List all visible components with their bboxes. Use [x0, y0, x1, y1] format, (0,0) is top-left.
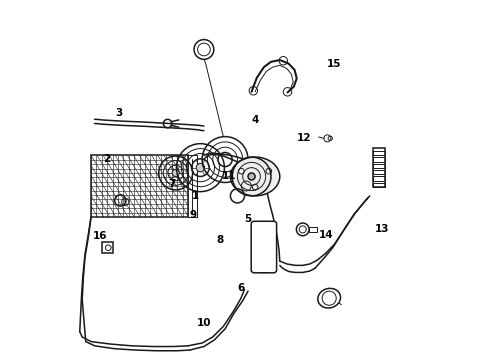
Text: 11: 11 — [221, 171, 235, 181]
Text: 5: 5 — [244, 214, 251, 224]
Bar — [372, 183, 384, 187]
Text: 10: 10 — [196, 318, 211, 328]
Bar — [372, 148, 384, 187]
Text: 3: 3 — [115, 108, 122, 118]
Text: 16: 16 — [92, 231, 107, 242]
Text: 12: 12 — [297, 133, 311, 143]
Text: 7: 7 — [168, 179, 176, 189]
Bar — [91, 155, 188, 217]
Text: 14: 14 — [318, 230, 332, 240]
Text: 6: 6 — [237, 283, 244, 293]
Text: 2: 2 — [103, 154, 110, 164]
Bar — [308, 226, 316, 232]
Text: 4: 4 — [251, 115, 258, 125]
FancyBboxPatch shape — [251, 221, 276, 273]
Circle shape — [247, 173, 255, 180]
Text: 8: 8 — [216, 235, 223, 245]
Ellipse shape — [317, 288, 340, 308]
Bar — [372, 157, 384, 162]
Text: 13: 13 — [374, 224, 388, 234]
Text: 1: 1 — [191, 191, 198, 201]
Bar — [372, 164, 384, 168]
Bar — [372, 170, 384, 174]
Bar — [102, 242, 112, 253]
Circle shape — [196, 163, 204, 172]
Ellipse shape — [230, 157, 279, 196]
Bar — [372, 151, 384, 155]
Bar — [372, 176, 384, 181]
Text: 15: 15 — [326, 59, 341, 68]
Text: 9: 9 — [189, 210, 197, 220]
Circle shape — [172, 170, 179, 176]
